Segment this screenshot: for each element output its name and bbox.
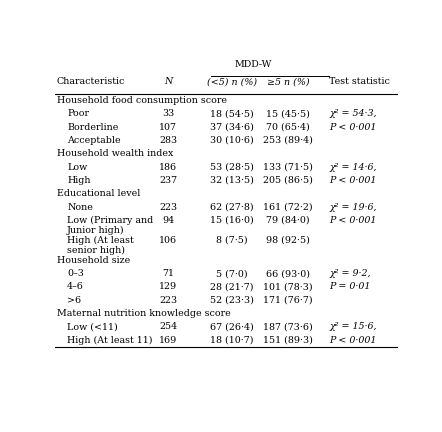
Text: 169: 169	[159, 336, 177, 345]
Text: P < 0·001: P < 0·001	[329, 176, 377, 185]
Text: 79 (84·0): 79 (84·0)	[267, 216, 310, 225]
Text: 106: 106	[159, 236, 177, 245]
Text: Junior high): Junior high)	[67, 226, 125, 235]
Text: 53 (28·5): 53 (28·5)	[210, 162, 254, 172]
Text: 67 (26·4): 67 (26·4)	[210, 322, 254, 331]
Text: χ² = 9·2,: χ² = 9·2,	[329, 269, 371, 278]
Text: Educational level: Educational level	[57, 189, 141, 198]
Text: χ² = 14·6,: χ² = 14·6,	[329, 162, 377, 172]
Text: >6: >6	[67, 295, 81, 305]
Text: Characteristic: Characteristic	[57, 77, 126, 86]
Text: 18 (54·5): 18 (54·5)	[210, 109, 254, 118]
Text: 33: 33	[162, 109, 175, 118]
Text: χ² = 19·6,: χ² = 19·6,	[329, 203, 377, 212]
Text: Household food consumption score: Household food consumption score	[57, 96, 227, 105]
Text: P = 0·01: P = 0·01	[329, 283, 371, 291]
Text: 151 (89·3): 151 (89·3)	[263, 336, 313, 345]
Text: Test statistic: Test statistic	[329, 77, 390, 86]
Text: MDD-W: MDD-W	[234, 60, 272, 69]
Text: χ² = 54·3,: χ² = 54·3,	[329, 109, 377, 118]
Text: 0–3: 0–3	[67, 269, 84, 278]
Text: 237: 237	[159, 176, 177, 185]
Text: None: None	[67, 203, 93, 212]
Text: Acceptable: Acceptable	[67, 136, 121, 145]
Text: 107: 107	[159, 123, 177, 132]
Text: P < 0·001: P < 0·001	[329, 336, 377, 345]
Text: χ² = 15·6,: χ² = 15·6,	[329, 322, 377, 331]
Text: 253 (89·4): 253 (89·4)	[263, 136, 313, 145]
Text: Low (<11): Low (<11)	[67, 322, 118, 331]
Text: 171 (76·7): 171 (76·7)	[263, 295, 313, 305]
Text: 283: 283	[159, 136, 177, 145]
Text: 101 (78·3): 101 (78·3)	[263, 283, 313, 291]
Text: 8 (7·5): 8 (7·5)	[216, 236, 248, 245]
Text: Low (Primary and: Low (Primary and	[67, 216, 153, 225]
Text: High: High	[67, 176, 91, 185]
Text: 15 (45·5): 15 (45·5)	[266, 109, 310, 118]
Text: P < 0·001: P < 0·001	[329, 216, 377, 225]
Text: 186: 186	[159, 162, 177, 172]
Text: Maternal nutrition knowledge score: Maternal nutrition knowledge score	[57, 309, 231, 318]
Text: 223: 223	[159, 203, 177, 212]
Text: 30 (10·6): 30 (10·6)	[210, 136, 254, 145]
Text: 4–6: 4–6	[67, 283, 84, 291]
Text: 37 (34·6): 37 (34·6)	[210, 123, 254, 132]
Text: 161 (72·2): 161 (72·2)	[263, 203, 313, 212]
Text: 187 (73·6): 187 (73·6)	[263, 322, 313, 331]
Text: 18 (10·7): 18 (10·7)	[210, 336, 253, 345]
Text: 28 (21·7): 28 (21·7)	[210, 283, 253, 291]
Text: 254: 254	[159, 322, 177, 331]
Text: 15 (16·0): 15 (16·0)	[210, 216, 254, 225]
Text: Household wealth index: Household wealth index	[57, 149, 173, 158]
Text: High (At least: High (At least	[67, 236, 134, 245]
Text: Poor: Poor	[67, 109, 89, 118]
Text: 129: 129	[159, 283, 177, 291]
Text: 70 (65·4): 70 (65·4)	[267, 123, 310, 132]
Text: Low: Low	[67, 162, 88, 172]
Text: 5 (7·0): 5 (7·0)	[216, 269, 248, 278]
Text: 32 (13·5): 32 (13·5)	[210, 176, 254, 185]
Text: 223: 223	[159, 295, 177, 305]
Text: 62 (27·8): 62 (27·8)	[210, 203, 253, 212]
Text: 205 (86·5): 205 (86·5)	[263, 176, 313, 185]
Text: 98 (92·5): 98 (92·5)	[266, 236, 310, 245]
Text: 133 (71·5): 133 (71·5)	[263, 162, 313, 172]
Text: Borderline: Borderline	[67, 123, 118, 132]
Text: senior high): senior high)	[67, 246, 125, 255]
Text: (<5) n (%): (<5) n (%)	[206, 77, 257, 86]
Text: N: N	[164, 77, 172, 86]
Text: 66 (93·0): 66 (93·0)	[266, 269, 310, 278]
Text: 94: 94	[162, 216, 174, 225]
Text: Household size: Household size	[57, 256, 130, 265]
Text: High (At least 11): High (At least 11)	[67, 336, 153, 345]
Text: 52 (23·3): 52 (23·3)	[210, 295, 254, 305]
Text: P < 0·001: P < 0·001	[329, 123, 377, 132]
Text: 71: 71	[162, 269, 174, 278]
Text: ≥5 n (%): ≥5 n (%)	[267, 77, 309, 86]
